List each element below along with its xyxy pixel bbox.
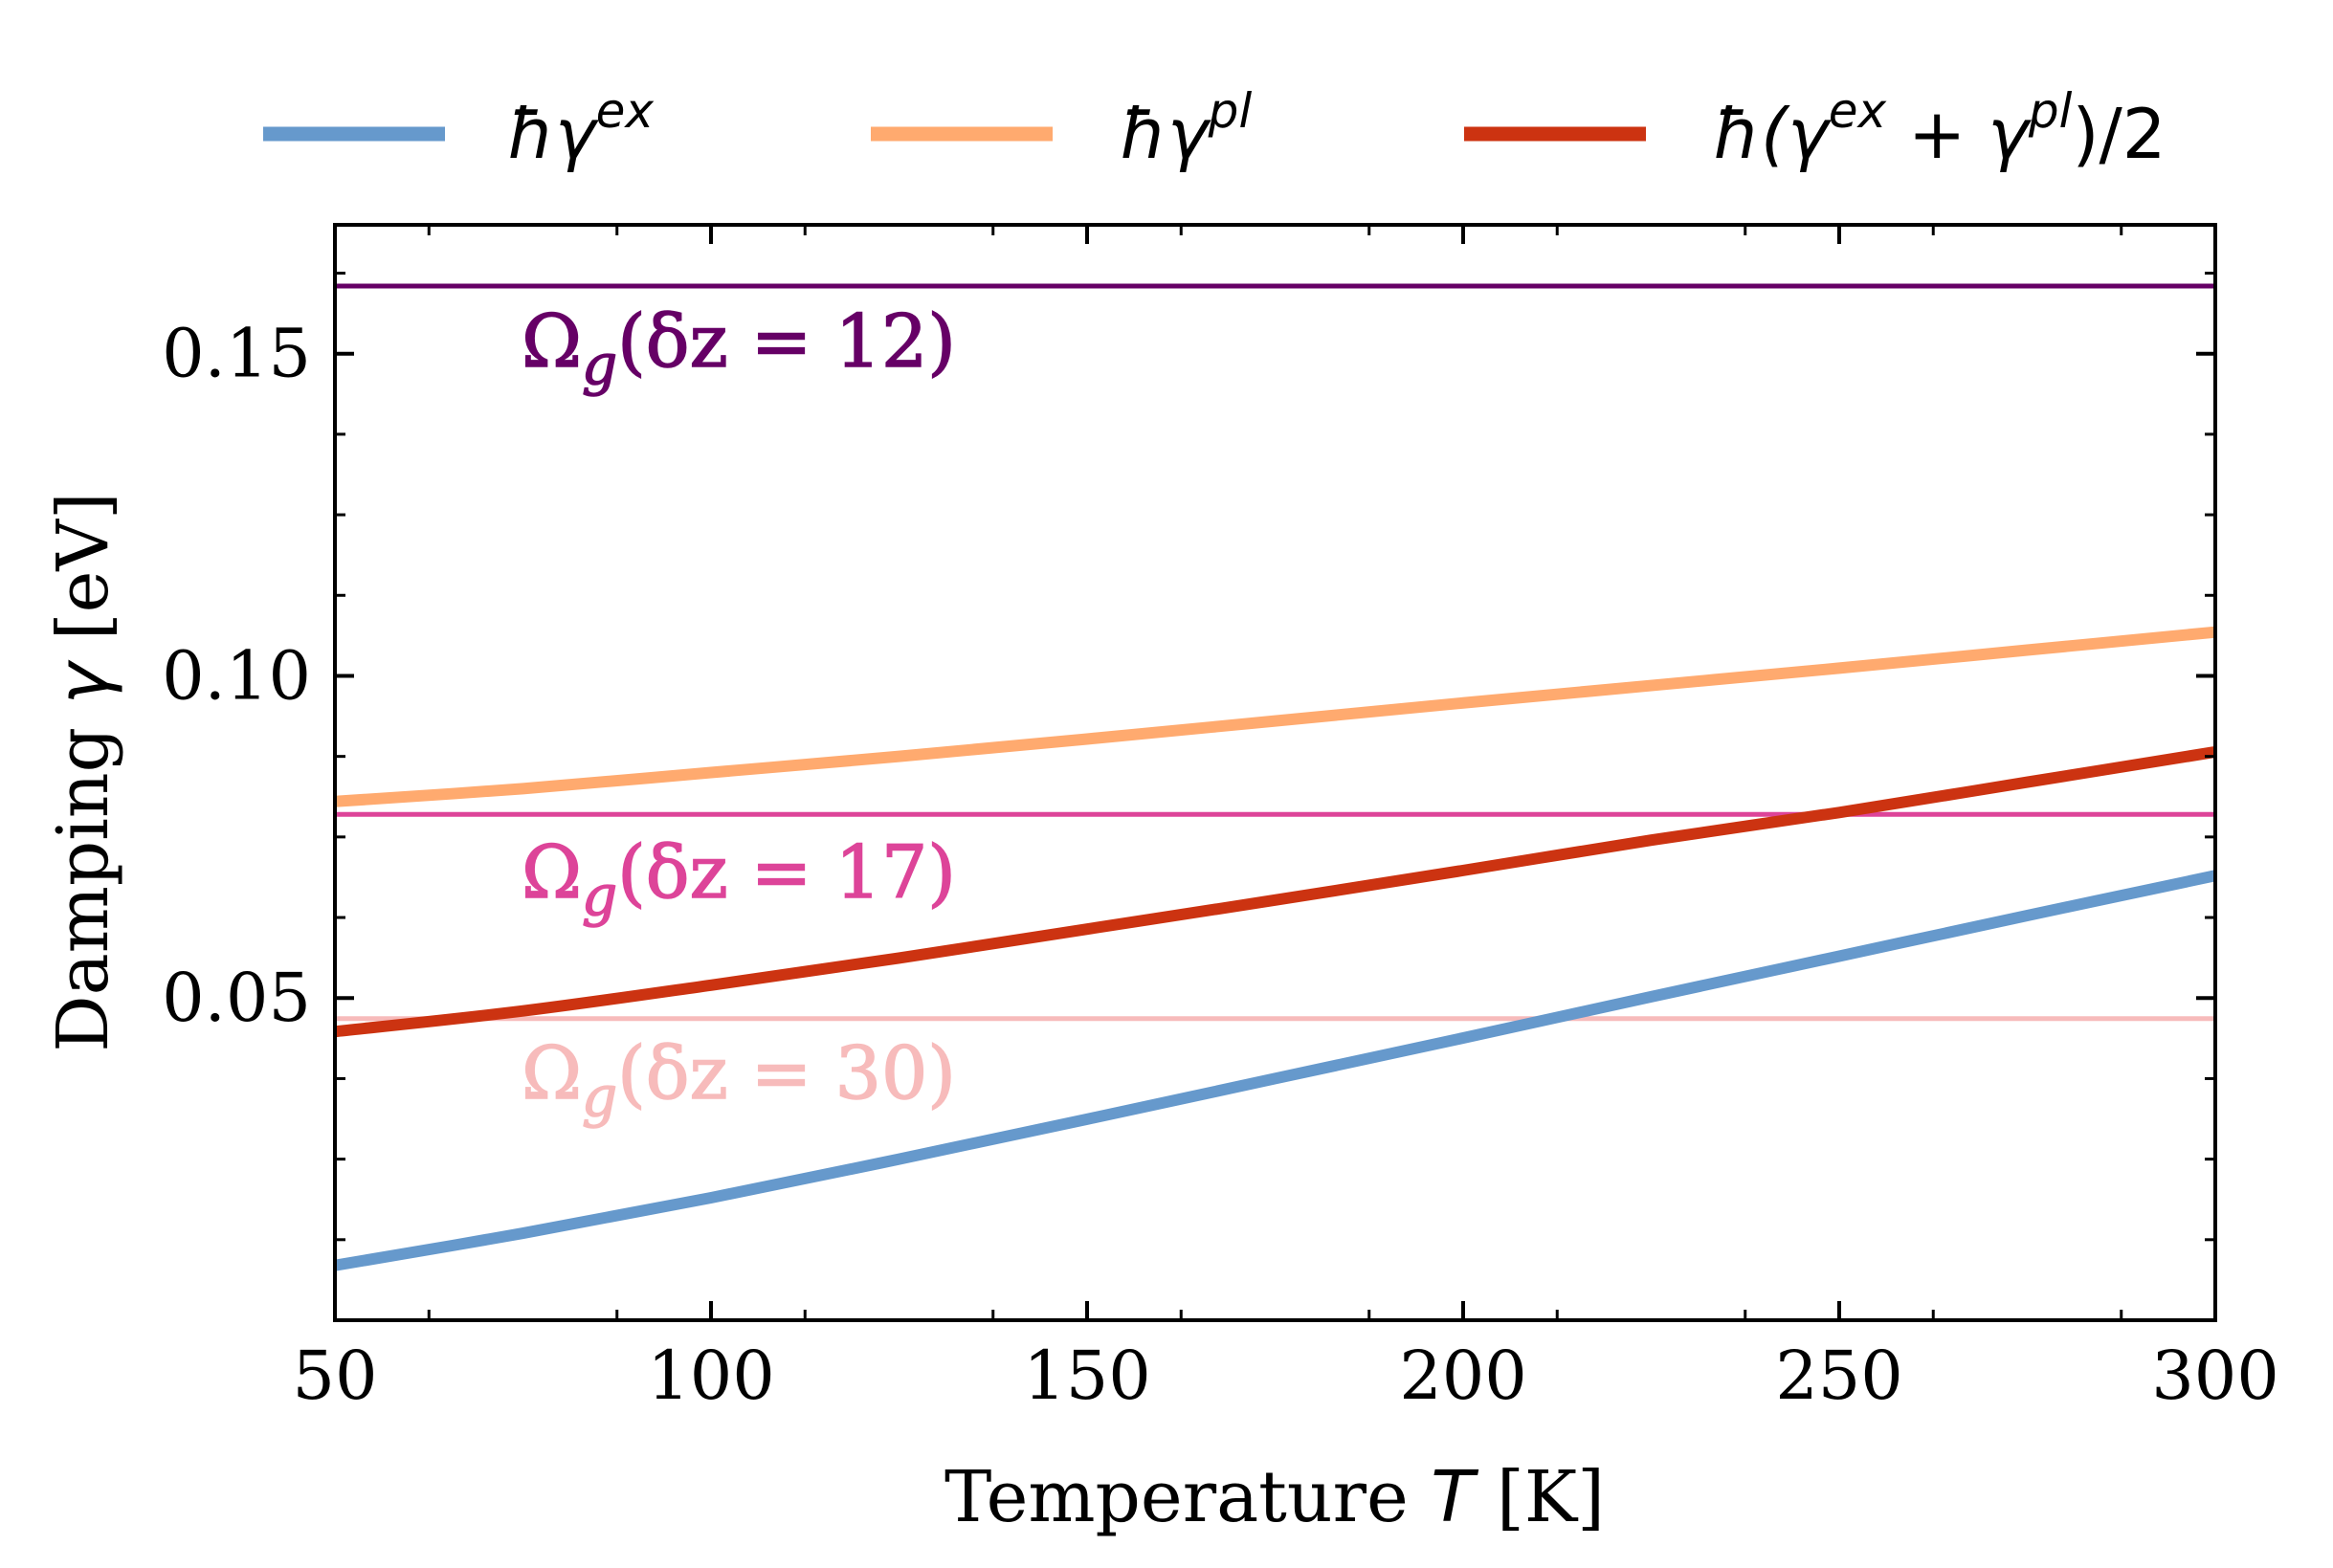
y-axis-label: Damping γ [eV]	[42, 492, 124, 1052]
annotation-dz-17: Ωg(δz = 17)	[522, 829, 956, 928]
legend: ħγex ħγpl ħ(γex + γpl)/2	[263, 83, 2166, 174]
legend-label-gamma-ex: ħγex	[507, 83, 654, 174]
x-tick-label: 250	[1775, 1336, 1903, 1415]
reference-lines	[335, 283, 2215, 1022]
series-line-1	[335, 626, 2215, 807]
x-axis-label: Temperature T [K]	[944, 1456, 1605, 1538]
x-tick-label: 300	[2151, 1336, 2279, 1415]
y-tick-label: 0.05	[162, 959, 311, 1037]
y-tick-label: 0.10	[162, 636, 311, 715]
annotations: Ωg(δz = 12) Ωg(δz = 17) Ωg(δz = 30)	[521, 298, 956, 1130]
series-line-2	[335, 746, 2215, 1038]
x-tick-label: 100	[647, 1336, 775, 1415]
series-line-0	[335, 870, 2215, 1271]
x-tick-label: 150	[1023, 1336, 1151, 1415]
annotation-dz-12: Ωg(δz = 12)	[522, 298, 956, 397]
annotation-dz-30: Ωg(δz = 30)	[522, 1030, 956, 1129]
series-group	[335, 626, 2215, 1271]
x-tick-label: 50	[292, 1336, 377, 1415]
axis-tick-labels: 50 100 150 200 250 300 0.05 0.10 0.15	[162, 315, 2279, 1415]
legend-label-gamma-avg: ħ(γex + γpl)/2	[1713, 83, 2166, 174]
x-tick-label: 200	[1399, 1336, 1527, 1415]
plot-frame	[333, 223, 2217, 1322]
legend-label-gamma-pl: ħγpl	[1120, 83, 1252, 174]
y-tick-label: 0.15	[162, 315, 311, 393]
